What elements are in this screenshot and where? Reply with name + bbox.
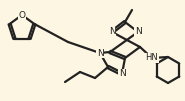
Text: N: N xyxy=(109,27,115,36)
Text: N: N xyxy=(135,27,141,36)
Text: HN: HN xyxy=(146,54,158,63)
Text: N: N xyxy=(97,48,103,57)
Text: O: O xyxy=(18,11,26,19)
Text: N: N xyxy=(119,69,125,78)
